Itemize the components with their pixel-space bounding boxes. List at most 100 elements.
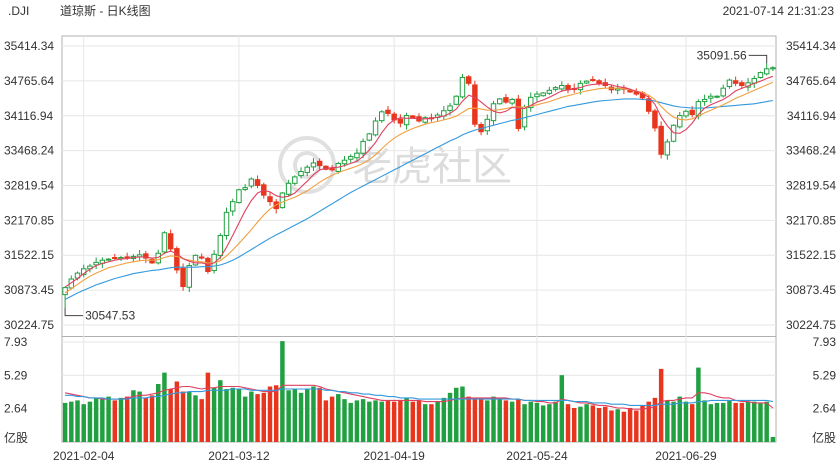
candle-body <box>180 267 186 288</box>
volume-unit-left: 亿股 <box>4 430 28 445</box>
volume-bar <box>379 401 384 442</box>
volume-bar <box>391 401 397 442</box>
candle-body <box>360 140 366 154</box>
volume-bar <box>81 404 86 442</box>
volume-bar <box>497 397 502 442</box>
candle-body <box>366 133 373 141</box>
price-tick-left: 30224.75 <box>4 318 54 332</box>
volume-bar <box>590 405 596 442</box>
candle-body <box>372 120 379 136</box>
symbol-label: .DJI <box>8 4 29 18</box>
volume-bar <box>466 396 471 442</box>
volume-bar <box>106 396 111 442</box>
price-tick-left: 34765.64 <box>4 74 54 88</box>
volume-bar <box>137 391 142 442</box>
candle-body <box>242 187 248 190</box>
volume-bar <box>323 400 329 442</box>
candle-body <box>583 80 590 84</box>
axes: 35414.34 35414.34 34765.64 34765.64 34116.94… <box>4 39 836 463</box>
volume-bar <box>553 401 558 442</box>
volume-bar <box>75 400 80 442</box>
volume-bar <box>696 367 701 442</box>
ma-fast-line <box>64 75 774 288</box>
candle-body <box>509 98 515 104</box>
candle-body <box>385 109 391 114</box>
price-tick-left: 35414.34 <box>4 39 54 53</box>
candle-body <box>186 265 193 288</box>
volume-bar <box>286 390 291 442</box>
candle-body <box>763 68 770 75</box>
volume-bar <box>174 381 180 442</box>
volume-bar <box>168 389 173 442</box>
volume-bar <box>187 391 192 442</box>
candle-body <box>105 258 112 261</box>
volume-bar <box>354 400 360 442</box>
volume-bar <box>503 400 509 442</box>
volume-bar <box>360 399 366 442</box>
volume-bar <box>683 401 689 442</box>
candle-body <box>726 79 733 88</box>
price-tick-right: 31522.15 <box>786 248 836 262</box>
volume-bar <box>429 404 434 442</box>
volume-bar <box>460 386 465 442</box>
candle-body <box>534 93 540 98</box>
candle-body <box>627 90 633 93</box>
candle-body <box>298 170 304 177</box>
candle-body <box>62 287 68 296</box>
candle-body <box>292 176 298 184</box>
volume-bar <box>336 394 341 442</box>
volume-bar <box>280 341 285 442</box>
volume-bar <box>69 401 74 442</box>
volume-bar <box>218 380 223 442</box>
candle-body <box>528 96 534 109</box>
volume-bar <box>472 397 478 442</box>
volume-bar <box>100 399 105 442</box>
candle-body <box>354 152 360 159</box>
volume-bar <box>454 387 459 442</box>
volume-bar <box>571 407 577 442</box>
price-tick-right: 30224.75 <box>786 318 836 332</box>
volume-bar <box>534 402 540 442</box>
price-tick-left: 32819.54 <box>4 179 54 193</box>
price-tick-right: 32170.85 <box>786 213 836 227</box>
candle-body <box>503 97 509 103</box>
volume-bar <box>62 402 68 442</box>
candle-body <box>68 278 75 289</box>
volume-tick-right: 7.93 <box>813 335 837 349</box>
volume-bar <box>714 402 720 442</box>
candle-body <box>422 117 428 123</box>
candle-body <box>714 95 720 98</box>
date-tick: 2021-05-24 <box>506 449 568 463</box>
candle-body <box>515 98 522 129</box>
candle-body <box>304 166 310 173</box>
candle-body <box>149 258 155 264</box>
candle-body <box>546 89 553 94</box>
candle-body <box>540 92 546 97</box>
volume-bar <box>205 372 211 442</box>
candle-body <box>410 115 416 119</box>
candle-body <box>465 76 472 84</box>
candle-body <box>167 233 174 250</box>
candle-body <box>192 254 199 266</box>
volume-tick-right: 2.64 <box>813 402 837 416</box>
volume-bar <box>124 396 130 442</box>
candle-body <box>279 192 286 209</box>
volume-bar <box>708 404 714 442</box>
volume-bar <box>627 407 633 442</box>
volume-bar <box>447 392 453 442</box>
candle-body <box>590 79 596 82</box>
volume-bar <box>720 402 726 442</box>
volume-bar <box>702 400 707 442</box>
candle-body <box>217 234 224 257</box>
price-tick-right: 33468.24 <box>786 144 836 158</box>
volume-bar <box>770 436 776 442</box>
volume-bar <box>131 390 136 442</box>
candle-body <box>254 179 261 186</box>
candle-body <box>496 98 503 105</box>
max-annotation-leader <box>748 54 768 64</box>
volume-bar <box>305 389 310 442</box>
volume-bar <box>398 400 403 442</box>
volume-bar <box>528 401 533 442</box>
volume-bar <box>298 392 304 442</box>
